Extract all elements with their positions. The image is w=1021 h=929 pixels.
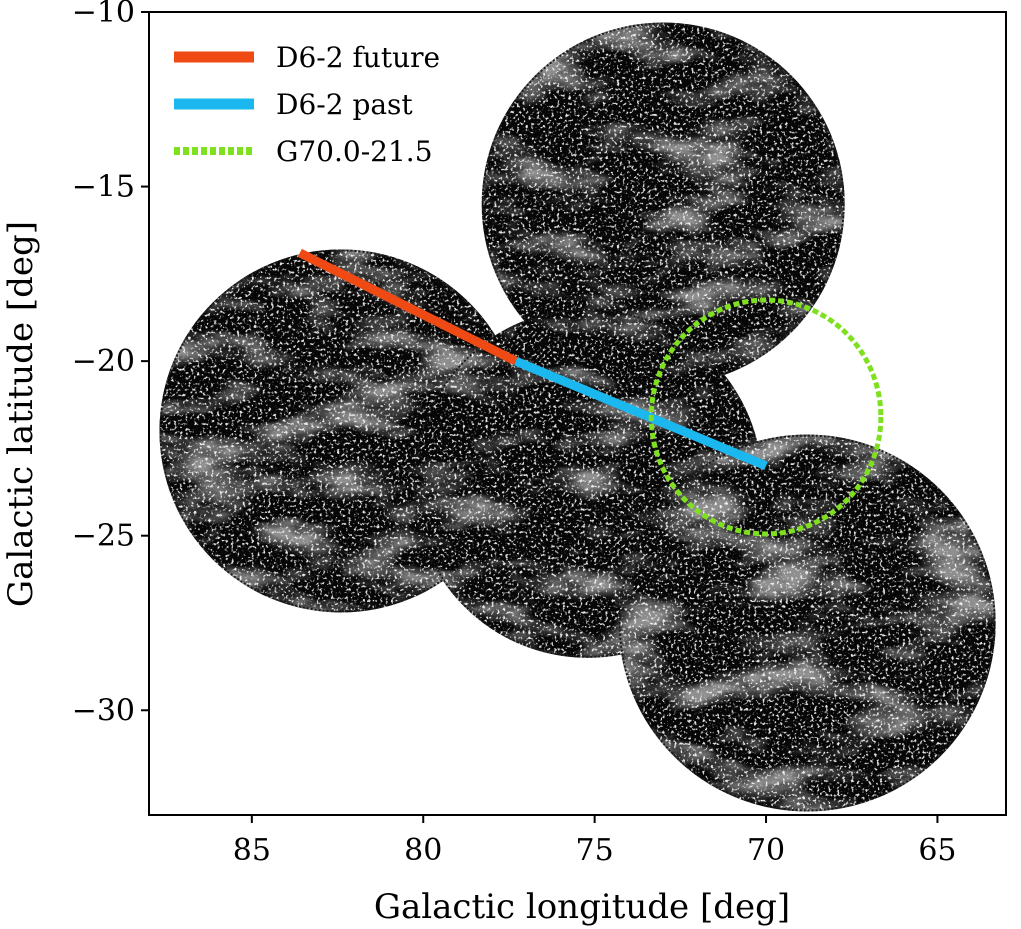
x-tick-label: 75 — [576, 833, 614, 868]
y-tick-label: −15 — [72, 170, 135, 205]
y-tick-label: −30 — [72, 693, 135, 728]
y-tick-label: −25 — [72, 519, 135, 554]
x-tick-label: 70 — [747, 833, 785, 868]
y-tick-label: −20 — [72, 344, 135, 379]
legend-label: D6-2 past — [276, 88, 413, 121]
x-axis-ticks: 85 80 75 70 65 — [233, 815, 957, 868]
y-axis-label: Galactic latitude [deg] — [1, 221, 41, 607]
intensity-map — [159, 22, 996, 812]
y-axis-ticks: −10 −15 −20 −25 −30 — [72, 0, 149, 728]
x-axis-label: Galactic longitude [deg] — [374, 887, 790, 927]
y-tick-label: −10 — [72, 0, 135, 30]
plot-frame — [148, 11, 1007, 816]
x-tick-label: 85 — [233, 833, 271, 868]
sky-field — [618, 434, 996, 812]
legend-label: D6-2 future — [276, 41, 440, 74]
series-line-1 — [514, 356, 768, 471]
series-line-0 — [297, 248, 518, 366]
x-tick-label: 65 — [918, 833, 956, 868]
x-tick-label: 80 — [404, 833, 442, 868]
legend: D6-2 future D6-2 past G70.0-21.5 — [174, 41, 440, 168]
series-layer — [297, 248, 884, 537]
legend-label: G70.0-21.5 — [276, 135, 433, 168]
region-circle-2 — [648, 297, 884, 537]
